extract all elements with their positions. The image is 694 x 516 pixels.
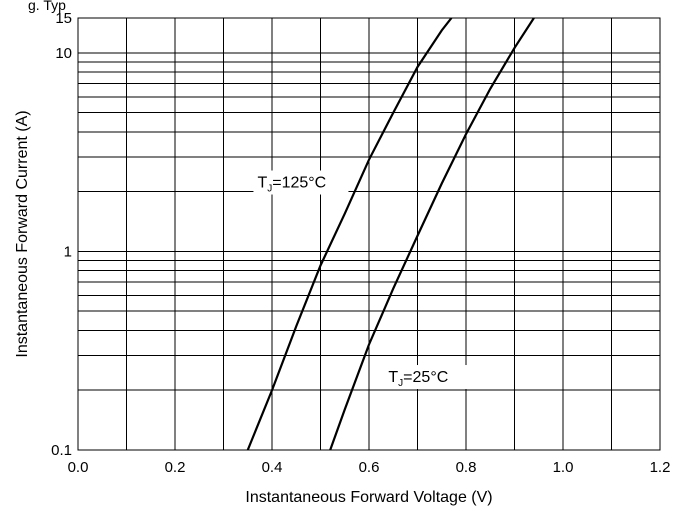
y-tick-labels: 0.1 1 10 15 — [51, 10, 72, 459]
curve-label-tj-125c: TJ=125°C — [257, 175, 326, 195]
x-tick-label: 0.4 — [262, 459, 283, 476]
y-tick-label: 1 — [64, 243, 72, 260]
x-tick-label: 0.0 — [68, 459, 89, 476]
y-tick-label: 15 — [55, 10, 72, 27]
x-tick-label: 0.6 — [359, 459, 380, 476]
x-axis-title: Instantaneous Forward Voltage (V) — [245, 489, 492, 506]
x-tick-labels: 0.0 0.2 0.4 0.6 0.8 1.0 1.2 — [68, 459, 671, 476]
plot-frame — [77, 17, 661, 451]
curve-label-background — [384, 365, 473, 390]
curve-labels: TJ=125°C TJ=25°C — [253, 170, 473, 390]
y-tick-label: 10 — [55, 45, 72, 62]
curve-label-tj-25c: TJ=25°C — [388, 369, 448, 389]
x-tick-label: 1.2 — [650, 459, 671, 476]
y-axis-title: Instantaneous Forward Current (A) — [14, 110, 31, 357]
curves — [246, 18, 535, 450]
series-line-tj-25c — [329, 18, 535, 450]
y-tick-label: 0.1 — [51, 442, 72, 459]
x-tick-label: 0.2 — [165, 459, 186, 476]
x-tick-label: 1.0 — [553, 459, 574, 476]
top-caption-fragment: g. Typ — [28, 0, 66, 13]
x-tick-label: 0.8 — [456, 459, 477, 476]
grid — [78, 18, 660, 450]
curve-label-background — [253, 170, 349, 195]
series-line-tj-125c — [246, 18, 453, 450]
